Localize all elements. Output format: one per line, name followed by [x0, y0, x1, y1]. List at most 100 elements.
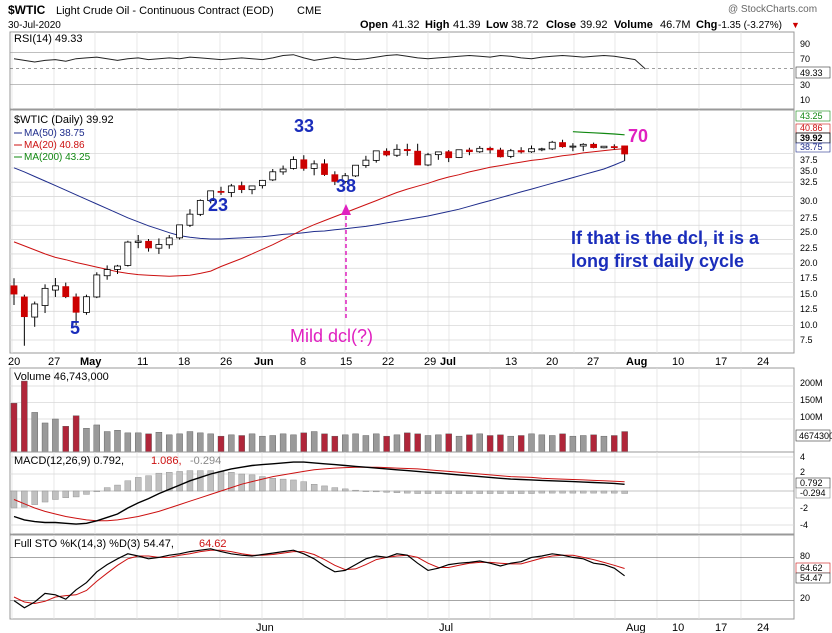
svg-text:38.75: 38.75 — [800, 142, 823, 152]
svg-text:150M: 150M — [800, 395, 823, 405]
volume-bar — [321, 433, 328, 453]
candle-body — [114, 265, 121, 270]
svg-text:38.72: 38.72 — [511, 19, 539, 31]
macd-hist-bar — [373, 490, 380, 493]
svg-text:Chg: Chg — [696, 19, 717, 31]
macd-hist-bar — [611, 490, 618, 494]
macd-hist-bar — [259, 476, 266, 492]
ma200-line — [572, 131, 625, 136]
macd-hist-bar — [538, 490, 546, 494]
svg-text:-0.294: -0.294 — [190, 455, 221, 467]
macd-hist-bar — [559, 490, 566, 494]
ohlc-readout: Open 41.32 High 41.39 Low 38.72 Close 39… — [360, 19, 800, 31]
macd-hist-bar — [476, 490, 483, 494]
svg-text:54.47: 54.47 — [800, 573, 823, 583]
volume-bar — [621, 431, 628, 453]
macd-hist-bar — [207, 470, 214, 492]
macd-hist-bar — [103, 487, 111, 492]
volume-bar — [186, 431, 194, 453]
candle-body — [300, 159, 308, 169]
svg-text:$WTIC (Daily) 39.92: $WTIC (Daily) 39.92 — [14, 114, 114, 126]
svg-text:Jun: Jun — [256, 622, 274, 633]
cycle-count-33: 33 — [294, 116, 314, 136]
volume-bar — [62, 426, 69, 453]
svg-text:37.5: 37.5 — [800, 155, 818, 165]
candle-body — [455, 149, 463, 158]
x-axis-tick-label: 26 — [220, 356, 232, 368]
svg-text:15.0: 15.0 — [800, 289, 818, 299]
macd-hist-bar — [300, 481, 307, 492]
x-axis: 20 27 May 11 18 26 Jun 8 15 22 29 Jul 13 20 27 Aug 10 17 2… — [8, 356, 769, 368]
macd-hist-bar — [176, 471, 183, 492]
candle-body — [238, 185, 246, 190]
svg-text:41.32: 41.32 — [392, 19, 420, 31]
x-axis-tick-label: 24 — [757, 356, 769, 368]
svg-text:27.5: 27.5 — [800, 213, 818, 223]
macd-hist-bar — [72, 490, 80, 498]
x-axis-tick-label: 20 — [546, 356, 558, 368]
macd-hist-bar — [145, 475, 152, 492]
macd-hist-bar — [590, 490, 597, 494]
volume-bar — [269, 435, 276, 453]
ma20-line — [13, 148, 625, 277]
candle-body — [352, 164, 359, 177]
svg-text:MA(50) 38.75: MA(50) 38.75 — [24, 128, 85, 139]
volume-bar — [486, 435, 494, 453]
macd-hist-bar — [342, 488, 349, 492]
macd-hist-bar — [279, 478, 287, 492]
svg-text:43.25: 43.25 — [800, 111, 823, 121]
svg-text:17.5: 17.5 — [800, 273, 818, 283]
svg-text:40.86: 40.86 — [800, 123, 823, 133]
ma50-line — [13, 160, 625, 240]
volume-bar — [259, 435, 266, 453]
macd-hist-bar — [52, 490, 59, 500]
volume-bar — [155, 432, 163, 453]
candle-body — [176, 224, 184, 239]
rsi-tick-10: 10 — [800, 95, 810, 105]
macd-hist-bar — [114, 484, 121, 492]
candle-body — [610, 146, 618, 149]
x-axis-tick-label: 29 — [424, 356, 436, 368]
x-axis-tick-label: 18 — [178, 356, 190, 368]
chg-down-icon: ▼ — [791, 20, 800, 30]
sto-k-line — [13, 548, 625, 609]
candle-body — [279, 168, 287, 173]
svg-text:-2: -2 — [800, 503, 808, 513]
candle-body — [528, 148, 535, 153]
macd-hist-bar — [310, 484, 318, 492]
volume-bar — [310, 431, 318, 453]
volume-bar — [228, 434, 235, 453]
note-line-1: If that is the dcl, it is a — [571, 228, 760, 248]
candle-body — [548, 141, 556, 150]
macd-hist-bar — [497, 490, 504, 494]
rsi-tick-90: 90 — [800, 39, 810, 49]
candle-body — [331, 174, 339, 182]
candle-body — [507, 150, 515, 157]
volume-bar — [611, 435, 618, 453]
volume-bar — [580, 435, 587, 453]
volume-bar — [331, 435, 339, 453]
volume-bar — [41, 422, 49, 453]
x-axis-tick-label: Jul — [440, 356, 456, 368]
volume-bar — [538, 434, 546, 453]
candle-body — [497, 149, 504, 158]
macd-hist-bar — [580, 490, 587, 494]
sto-legend: Full STO %K(14,3) %D(3) 54.47, — [14, 538, 174, 550]
svg-text:4: 4 — [800, 452, 805, 462]
volume-bar — [549, 435, 556, 453]
bottom-x-axis: Jun Jul Aug 10 17 24 — [256, 622, 769, 633]
macd-hist-bar — [134, 477, 142, 492]
cycle-count-70: 70 — [628, 126, 648, 146]
volume-bar — [466, 434, 473, 453]
volume-bar — [414, 433, 421, 453]
svg-text:-0.294: -0.294 — [800, 488, 826, 498]
svg-text:2: 2 — [800, 467, 805, 477]
macd-hist-bar — [517, 490, 525, 494]
candle-body — [414, 150, 422, 166]
candle-body — [486, 147, 494, 151]
svg-text:12.5: 12.5 — [800, 304, 818, 314]
svg-text:Low: Low — [486, 19, 508, 31]
macd-hist-bar — [93, 490, 101, 492]
svg-text:MA(200) 43.25: MA(200) 43.25 — [24, 152, 91, 163]
